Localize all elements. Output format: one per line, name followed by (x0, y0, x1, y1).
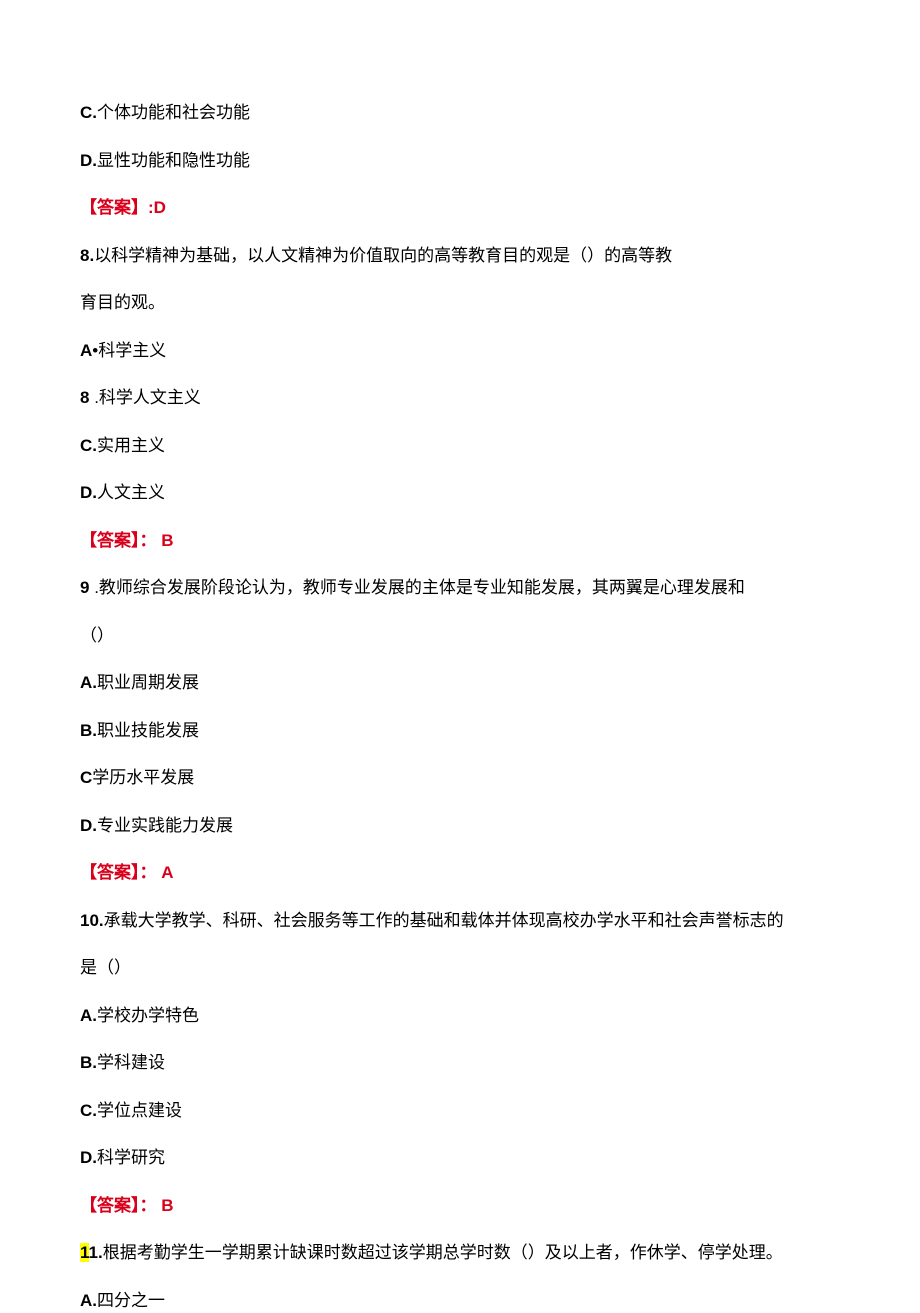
option-label: C (80, 768, 92, 787)
option-label: A (80, 341, 92, 360)
q7-option-c: C.个体功能和社会功能 (80, 100, 840, 126)
answer-label: 【答案】： (80, 863, 161, 882)
option-text: 专业实践能力发展 (97, 816, 233, 835)
option-label: D. (80, 816, 97, 835)
option-label: D. (80, 151, 97, 170)
option-label: A. (80, 673, 97, 692)
q8-option-c: C.实用主义 (80, 433, 840, 459)
q8-stem-line1: 8.以科学精神为基础，以人文精神为价值取向的高等教育目的观是（）的高等教 (80, 243, 840, 269)
option-text: 学位点建设 (97, 1101, 182, 1120)
q9-answer: 【答案】： A (80, 860, 840, 886)
question-number-highlight: 1 (80, 1243, 89, 1262)
option-text: 四分之一 (97, 1291, 165, 1310)
q9-option-c: C学历水平发展 (80, 765, 840, 791)
q11-stem: 11.根据考勤学生一学期累计缺课时数超过该学期总学时数（）及以上者，作休学、停学… (80, 1240, 840, 1266)
q9-option-a: A.职业周期发展 (80, 670, 840, 696)
answer-value: D (154, 198, 166, 217)
q9-stem-line2: （） (80, 623, 840, 649)
option-text: .科学人文主义 (89, 388, 200, 407)
answer-value: A (161, 863, 173, 882)
option-text: 学校办学特色 (97, 1006, 199, 1025)
q10-option-d: D.科学研究 (80, 1145, 840, 1171)
option-label: D. (80, 1148, 97, 1167)
option-text: 科学研究 (97, 1148, 165, 1167)
answer-label: 【答案】： (80, 1196, 161, 1215)
q9-option-d: D.专业实践能力发展 (80, 813, 840, 839)
q7-answer: 【答案】:D (80, 195, 840, 221)
q8-answer: 【答案】： B (80, 528, 840, 554)
q9-stem-line1: 9 .教师综合发展阶段论认为，教师专业发展的主体是专业知能发展，其两翼是心理发展… (80, 575, 840, 601)
q8-stem-line2: 育目的观。 (80, 290, 840, 316)
answer-value: B (161, 1196, 173, 1215)
stem-text: 以科学精神为基础，以人文精神为价值取向的高等教育目的观是（）的高等教 (94, 246, 672, 265)
option-text: 职业周期发展 (97, 673, 199, 692)
q10-stem-line2: 是（） (80, 955, 840, 981)
q8-option-b: 8 .科学人文主义 (80, 385, 840, 411)
answer-label: 【答案】： (80, 531, 161, 550)
option-label: C. (80, 103, 97, 122)
answer-label: 【答案】 (80, 198, 148, 217)
option-label: A. (80, 1006, 97, 1025)
option-label: C. (80, 1101, 97, 1120)
q10-option-c: C.学位点建设 (80, 1098, 840, 1124)
option-label: B. (80, 721, 97, 740)
question-number-rest: 1. (89, 1243, 103, 1262)
option-text: •科学主义 (92, 341, 166, 360)
q10-option-a: A.学校办学特色 (80, 1003, 840, 1029)
option-label: B. (80, 1053, 97, 1072)
stem-text: 育目的观。 (80, 293, 165, 312)
stem-text: 根据考勤学生一学期累计缺课时数超过该学期总学时数（）及以上者，作休学、停学处理。 (103, 1243, 783, 1262)
q10-answer: 【答案】： B (80, 1193, 840, 1219)
option-text: 人文主义 (97, 483, 165, 502)
stem-text: .教师综合发展阶段论认为，教师专业发展的主体是专业知能发展，其两翼是心理发展和 (89, 578, 744, 597)
stem-text: 承载大学教学、科研、社会服务等工作的基础和载体并体现高校办学水平和社会声誉标志的 (104, 911, 784, 930)
q8-option-d: D.人文主义 (80, 480, 840, 506)
option-text: 实用主义 (97, 436, 165, 455)
option-label: D. (80, 483, 97, 502)
option-text: 学科建设 (97, 1053, 165, 1072)
option-text: 显性功能和隐性功能 (97, 151, 250, 170)
q8-option-a: A•科学主义 (80, 338, 840, 364)
question-number: 10. (80, 911, 104, 930)
stem-text: 是（） (80, 958, 131, 977)
option-label: A. (80, 1291, 97, 1310)
answer-value: B (161, 531, 173, 550)
q7-option-d: D.显性功能和隐性功能 (80, 148, 840, 174)
q11-option-a: A.四分之一 (80, 1288, 840, 1313)
q10-stem-line1: 10.承载大学教学、科研、社会服务等工作的基础和载体并体现高校办学水平和社会声誉… (80, 908, 840, 934)
question-number: 8. (80, 246, 94, 265)
option-text: 学历水平发展 (92, 768, 194, 787)
option-label: C. (80, 436, 97, 455)
stem-text: （） (80, 626, 114, 645)
option-text: 职业技能发展 (97, 721, 199, 740)
q9-option-b: B.职业技能发展 (80, 718, 840, 744)
q10-option-b: B.学科建设 (80, 1050, 840, 1076)
option-text: 个体功能和社会功能 (97, 103, 250, 122)
